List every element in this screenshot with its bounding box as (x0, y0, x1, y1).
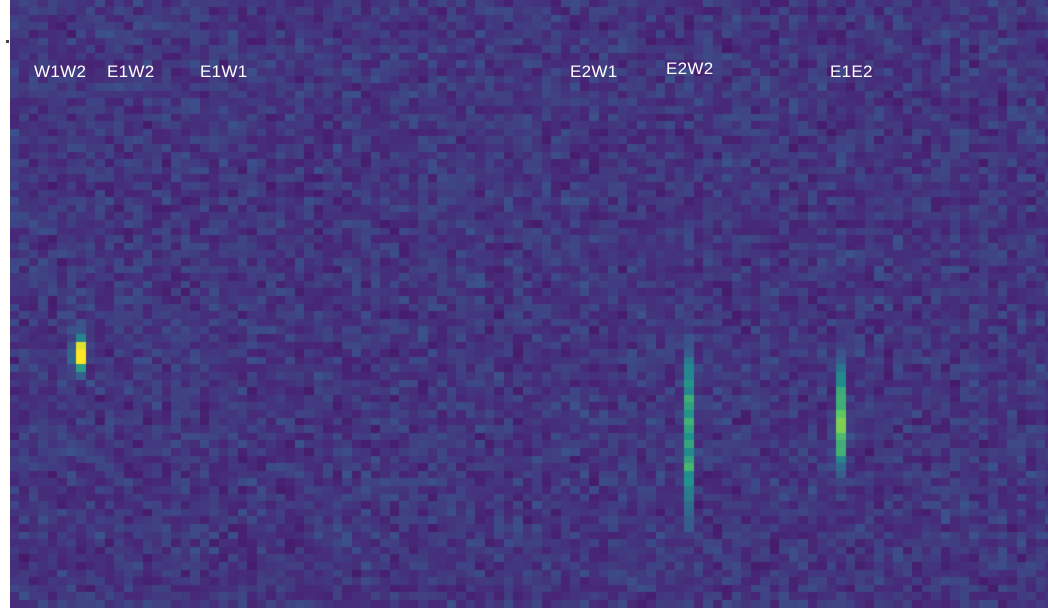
baseline-label-e1w2: E1W2 (107, 62, 155, 81)
left-margin (0, 0, 10, 608)
baseline-label-e2w1: E2W1 (570, 62, 618, 81)
baseline-label-e1w1: E1W1 (200, 62, 248, 81)
baseline-label-e2w2: E2W2 (666, 59, 714, 78)
heatmap-figure: W1W2 E1W2 E1W1 E2W1 E2W2 E1E2 (10, 0, 1048, 608)
heatmap-canvas (10, 0, 1048, 608)
baseline-label-w1w2: W1W2 (34, 62, 87, 81)
baseline-label-e1e2: E1E2 (830, 62, 873, 81)
tick-mark (6, 40, 9, 43)
